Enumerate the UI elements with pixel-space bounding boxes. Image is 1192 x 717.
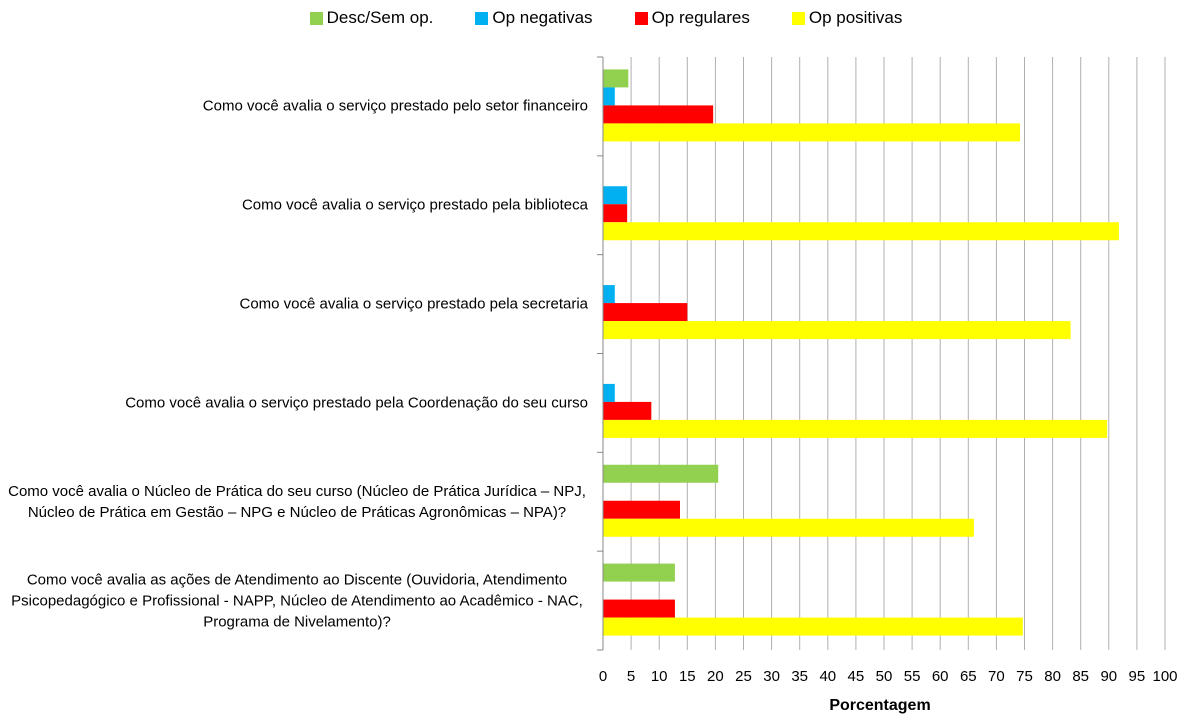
x-tick-label: 55: [904, 668, 921, 685]
legend-item: Op regulares: [634, 8, 750, 28]
x-tick-label: 70: [988, 668, 1005, 685]
category-label: Como você avalia o serviço prestado pelo…: [0, 96, 588, 117]
bar: [603, 222, 1119, 241]
x-tick-label: 100: [1152, 668, 1177, 685]
legend-item: Op negativas: [475, 8, 593, 28]
bar: [603, 617, 1023, 636]
category-text: Como você avalia o serviço prestado pelo…: [202, 97, 588, 115]
x-tick-label: 75: [1016, 668, 1033, 685]
bar: [603, 123, 1021, 142]
category-label: Como você avalia o serviço prestado pela…: [0, 294, 588, 315]
category-text: Como você avalia as ações de Atendimento…: [11, 571, 583, 631]
category-label: Como você avalia o serviço prestado pela…: [0, 195, 588, 216]
category-label: Como você avalia as ações de Atendimento…: [0, 569, 588, 632]
category-text: Como você avalia o serviço prestado pela…: [241, 196, 588, 214]
legend-swatch: [634, 11, 648, 25]
category-text: Como você avalia o serviço prestado pela…: [125, 394, 588, 412]
legend-label: Op positivas: [808, 8, 903, 27]
bar: [603, 383, 615, 402]
x-tick-label: 10: [651, 668, 668, 685]
legend-item: Op positivas: [791, 8, 903, 28]
x-tick-label: 20: [707, 668, 724, 685]
x-tick-label: 65: [960, 668, 977, 685]
legend-label: Op negativas: [492, 8, 593, 27]
category-label: Como você avalia o serviço prestado pela…: [0, 392, 588, 413]
bar: [603, 285, 615, 304]
bar: [603, 105, 714, 124]
bar: [603, 419, 1108, 438]
x-tick-label: 30: [763, 668, 780, 685]
x-tick-label: 90: [1100, 668, 1117, 685]
legend-swatch: [475, 11, 489, 25]
x-tick-label: 50: [876, 668, 893, 685]
x-tick-label: 0: [599, 668, 607, 685]
legend-label: Op regulares: [651, 8, 750, 27]
category-text: Como você avalia o Núcleo de Prática do …: [8, 482, 586, 521]
legend-item: Desc/Sem op.: [309, 8, 434, 28]
bar: [603, 204, 628, 223]
x-tick-label: 25: [735, 668, 752, 685]
bar: [603, 321, 1071, 340]
x-tick-label: 80: [1044, 668, 1061, 685]
x-tick-label: 60: [932, 668, 949, 685]
x-axis-label: Porcentagem: [829, 697, 930, 714]
x-tick-label: 35: [791, 668, 808, 685]
bar: [603, 87, 615, 106]
bar: [603, 518, 974, 537]
x-tick-label: 45: [848, 668, 865, 685]
legend: Desc/Sem op. Op negativas Op regulares Op p…: [0, 8, 1192, 28]
bar: [603, 500, 680, 519]
bar: [603, 69, 629, 88]
category-text: Como você avalia o serviço prestado pela…: [239, 295, 588, 313]
x-tick-label: 15: [679, 668, 696, 685]
x-tick-label: 5: [627, 668, 635, 685]
bar: [603, 563, 675, 582]
bar: [603, 401, 652, 420]
bar: [603, 599, 675, 618]
x-tick-label: 40: [819, 668, 836, 685]
bar: [603, 303, 688, 322]
category-label: Como você avalia o Núcleo de Prática do …: [0, 481, 588, 523]
bar: [603, 186, 628, 205]
bar: [603, 464, 719, 483]
legend-label: Desc/Sem op.: [326, 8, 434, 27]
legend-swatch: [309, 11, 323, 25]
x-tick-label: 85: [1072, 668, 1089, 685]
x-tick-label: 95: [1129, 668, 1146, 685]
legend-swatch: [791, 11, 805, 25]
